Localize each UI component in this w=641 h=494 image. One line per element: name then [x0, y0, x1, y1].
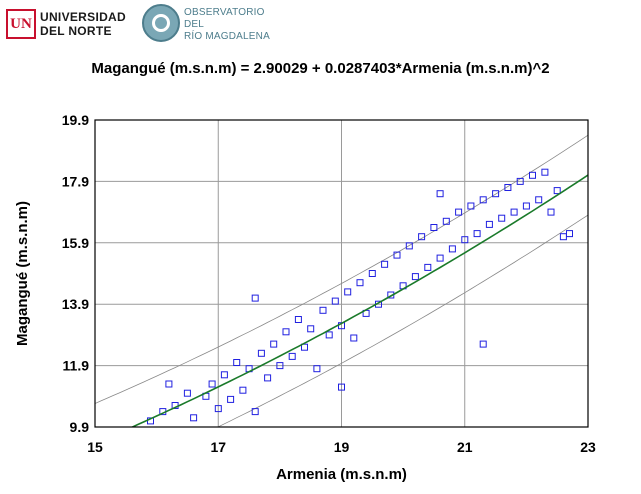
x-tick-label: 17	[210, 439, 226, 455]
x-tick-label: 15	[87, 439, 103, 455]
university-name-line1: UNIVERSIDAD	[40, 10, 126, 24]
data-point	[294, 316, 302, 323]
x-axis-label: Armenia (m.s.n.m)	[276, 466, 407, 483]
un-badge-icon: UN	[6, 9, 36, 39]
data-point	[350, 334, 358, 342]
data-point	[276, 362, 284, 370]
data-point	[553, 187, 561, 195]
y-tick-label: 13.9	[62, 296, 89, 312]
chart-title: Magangué (m.s.n.m) = 2.90029 + 0.0287403…	[91, 60, 550, 77]
observatory-name-line1: OBSERVATORIO DEL	[184, 7, 265, 30]
fit-line	[130, 174, 588, 427]
plot-frame	[94, 119, 589, 428]
data-point	[541, 168, 549, 176]
data-point	[467, 202, 475, 210]
data-point	[214, 405, 222, 413]
data-point	[424, 263, 432, 271]
data-points	[147, 168, 573, 425]
lower-band-line	[216, 214, 588, 427]
university-name-line2: DEL NORTE	[40, 24, 112, 38]
data-point	[165, 380, 173, 388]
data-point	[442, 217, 450, 225]
data-point	[522, 202, 530, 210]
observatory-emblem-icon	[142, 4, 180, 42]
data-point	[461, 236, 469, 244]
y-axis-label: Magangué (m.s.n.m)	[14, 201, 31, 346]
data-point	[504, 184, 512, 191]
data-point	[436, 190, 444, 198]
header: UN UNIVERSIDAD DEL NORTE OBSERVATORIO DE…	[0, 0, 641, 50]
regression-line	[130, 174, 588, 427]
y-tick-label: 19.9	[62, 112, 89, 128]
data-point	[190, 414, 198, 422]
data-point	[411, 273, 419, 281]
x-tick-label: 19	[334, 439, 350, 455]
y-tick-label: 15.9	[62, 235, 89, 251]
university-name: UNIVERSIDAD DEL NORTE	[40, 10, 126, 38]
data-point	[251, 408, 259, 416]
data-point	[251, 294, 259, 302]
data-point	[473, 230, 481, 238]
data-point	[227, 395, 235, 403]
data-point	[208, 380, 216, 388]
data-point	[307, 325, 315, 333]
data-point	[220, 371, 228, 379]
data-point	[547, 208, 555, 216]
data-point	[356, 279, 364, 287]
upper-band-line	[95, 134, 588, 404]
universidad-del-norte-logo: UN UNIVERSIDAD DEL NORTE	[6, 6, 136, 42]
prediction-bands	[95, 134, 588, 427]
observatory-name: OBSERVATORIO DEL RÍO MAGDALENA	[184, 7, 282, 43]
data-point	[325, 331, 333, 339]
data-point	[498, 214, 506, 222]
observatory-name-line2: RÍO MAGDALENA	[184, 31, 270, 42]
data-point	[479, 196, 487, 204]
data-point	[338, 383, 345, 391]
y-tick-label: 17.9	[62, 173, 89, 189]
data-point	[264, 374, 272, 382]
data-point	[535, 196, 543, 204]
data-point	[319, 306, 327, 314]
data-point	[239, 386, 247, 394]
data-point	[301, 343, 308, 351]
data-point	[282, 328, 290, 336]
data-point	[393, 251, 401, 259]
data-point	[430, 224, 438, 231]
data-point	[510, 208, 518, 216]
data-point	[381, 260, 389, 268]
data-point	[448, 245, 456, 253]
observatorio-logo: OBSERVATORIO DEL RÍO MAGDALENA	[142, 2, 282, 46]
data-point	[313, 365, 321, 373]
x-tick-label: 23	[580, 439, 596, 455]
y-tick-label: 11.9	[63, 358, 90, 374]
data-point	[529, 171, 536, 179]
data-point	[516, 177, 524, 185]
y-tick-label: 9.9	[70, 419, 90, 435]
y-tick-labels: 9.9 11.9 13.9 15.9 17.9 19.9	[62, 112, 89, 435]
data-point	[288, 352, 296, 360]
data-point	[405, 242, 413, 250]
data-point	[257, 349, 265, 357]
data-point	[479, 340, 487, 348]
data-point	[455, 208, 463, 216]
data-point	[418, 233, 426, 241]
data-point	[566, 230, 573, 238]
data-point	[183, 389, 191, 397]
data-point	[492, 190, 500, 198]
data-point	[436, 254, 444, 262]
data-point	[331, 297, 339, 305]
x-tick-labels: 15 17 19 21 23	[87, 439, 596, 455]
data-point	[270, 340, 278, 348]
x-tick-label: 21	[457, 439, 473, 455]
data-point	[559, 233, 567, 241]
data-point	[485, 220, 493, 228]
data-point	[233, 359, 241, 366]
data-point	[368, 270, 376, 277]
data-point	[344, 288, 352, 296]
